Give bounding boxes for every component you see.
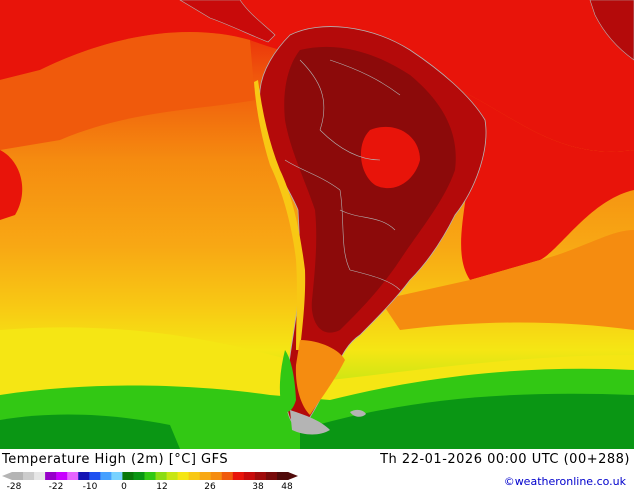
- southwest-dark-green: [0, 414, 180, 449]
- country-borders: [284, 59, 401, 291]
- central-america-land: [179, 0, 276, 43]
- scale-swatch: [232, 472, 245, 480]
- scale-swatch: [188, 472, 201, 480]
- north-hot-zone: [0, 0, 634, 152]
- scale-swatch: [12, 472, 24, 480]
- southern-dark-green: [300, 393, 634, 449]
- pacific-warm-zone: [0, 31, 255, 150]
- credit-link[interactable]: ©weatheronline.co.uk: [503, 475, 626, 488]
- map-footer: Temperature High (2m) [°C] GFS Th 22-01-…: [0, 449, 634, 490]
- scale-swatch: [144, 472, 157, 480]
- scale-swatch: [100, 472, 112, 480]
- scale-tick-label: 0: [121, 482, 127, 490]
- patagonia-warm: [295, 340, 345, 415]
- scale-swatch: [89, 472, 101, 480]
- scale-tick-label: -10: [83, 482, 98, 490]
- scale-swatch: [177, 472, 190, 480]
- scale-tick-label: 26: [204, 482, 216, 490]
- scale-swatch: [199, 472, 212, 480]
- central-brazil-patch: [360, 126, 420, 189]
- scale-swatch: [122, 472, 134, 480]
- scale-tick-label: 12: [156, 482, 167, 490]
- map-title: Temperature High (2m) [°C] GFS: [2, 452, 229, 467]
- scale-swatch: [265, 472, 278, 480]
- falkland-islands: [350, 409, 366, 417]
- scale-tick-label: 48: [281, 482, 293, 490]
- atlantic-hot-zone: [460, 90, 634, 280]
- scale-swatch: [34, 472, 46, 480]
- temperature-map: [0, 0, 634, 449]
- continent-hot-core: [284, 46, 456, 333]
- pacific-hot-patch: [0, 150, 23, 220]
- andes-coastal-strip: [254, 80, 306, 350]
- scale-tick-label: -28: [7, 482, 22, 490]
- scale-swatch: [254, 472, 267, 480]
- scale-swatch: [111, 472, 123, 480]
- scale-swatch: [23, 472, 35, 480]
- scale-arrow-left: [2, 472, 12, 480]
- scale-tick-label: 38: [252, 482, 264, 490]
- scale-arrow-right: [288, 472, 298, 480]
- scale-swatch: [166, 472, 179, 480]
- scale-swatch: [78, 472, 90, 480]
- patagonia-green: [279, 350, 296, 412]
- scale-swatch: [155, 472, 168, 480]
- scale-swatch: [67, 472, 79, 480]
- atlantic-warm-tongue: [380, 230, 634, 330]
- tierra-del-fuego: [290, 410, 330, 435]
- scale-swatch: [56, 472, 68, 480]
- scale-swatch: [45, 472, 57, 480]
- scale-swatch: [210, 472, 223, 480]
- color-scale: -28 -22 -10 0 12 26 38 48: [2, 472, 298, 490]
- scale-swatch: [276, 472, 289, 480]
- scale-swatch: [243, 472, 256, 480]
- valid-time: Th 22-01-2026 00:00 UTC (00+288): [380, 452, 630, 467]
- scale-swatch: [221, 472, 234, 480]
- scale-tick-label: -22: [49, 482, 64, 490]
- scale-swatch: [133, 472, 145, 480]
